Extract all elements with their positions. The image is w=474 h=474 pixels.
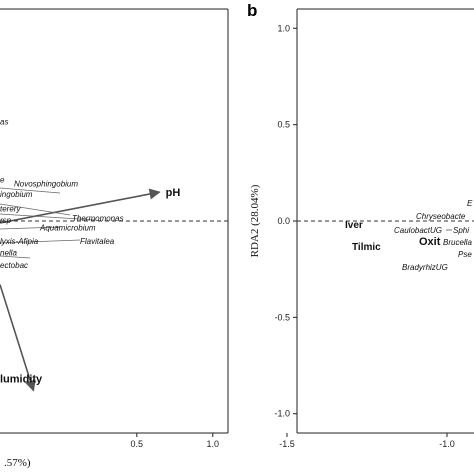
panel-b-taxon-label: BradyrhizUG xyxy=(402,263,448,272)
panel-a-taxon-label: Aquamicrobium xyxy=(39,224,96,233)
panel-b-y-tick-label: -0.5 xyxy=(274,312,290,322)
panel-a-taxon-vector xyxy=(0,213,96,221)
panel-a-taxon-label: terery xyxy=(0,204,21,213)
panel-b-y-tick-label: -1.0 xyxy=(274,409,290,419)
panel-a-taxon-label: Thermomonas xyxy=(72,214,124,223)
panel-a-vector-lumidity xyxy=(0,284,36,392)
panel-b-taxon-label: E xyxy=(467,199,473,208)
panel-b-sample-label: Oxit xyxy=(419,236,441,248)
panel-b-label: b xyxy=(247,1,257,20)
panel-b-y-tick-label: 1.0 xyxy=(277,23,290,33)
panel-b-x-tick-label: -1.0 xyxy=(439,439,455,449)
panel-a-taxon-label: Flavitalea xyxy=(80,237,115,246)
panel-a-x-tick-label: 0.5 xyxy=(131,439,144,449)
panel-b-x-tick-label: -1.5 xyxy=(279,439,295,449)
panel-b: b 1.0 0.5 0.0 -0.5 -1.0 -1.5 -1.0 EChryseobac… xyxy=(247,1,474,449)
panel-b-sample-labels: Iver Oxit Tilmic xyxy=(345,220,441,253)
panel-b-x-ticks: -1.5 -1.0 xyxy=(279,433,455,449)
panel-a-x-axis-title: .57%) xyxy=(4,457,31,469)
panel-b-taxon-label: Pse xyxy=(458,250,472,259)
panel-a-taxon-label: Novosphingobium xyxy=(14,179,78,188)
panel-a-taxon-vector xyxy=(0,255,31,259)
panel-b-taxon-label: Sphi xyxy=(453,226,469,235)
panel-a-taxon-vector xyxy=(0,187,61,194)
panel-b-sample-label: Tilmic xyxy=(352,242,381,253)
panel-a-vector-ph xyxy=(0,188,161,224)
panel-a-taxon-label: rsp xyxy=(0,216,12,225)
panel-b-y-ticks: 1.0 0.5 0.0 -0.5 -1.0 xyxy=(274,23,297,419)
panel-b-y-tick-label: 0.5 xyxy=(277,120,290,130)
panel-a-vectors xyxy=(0,187,161,392)
panel-b-sample-label: Iver xyxy=(345,220,363,231)
panel-a-taxon-vector xyxy=(0,203,71,216)
panel-b-y-axis-title: RDA2 (28.04%) xyxy=(249,184,261,257)
panel-a-taxon-vector xyxy=(0,239,81,244)
panel-b-taxon-label: CaulobactUG xyxy=(394,226,442,235)
panel-b-y-tick-label: 0.0 xyxy=(277,216,290,226)
panel-a-taxon-label: as xyxy=(0,118,8,127)
panel-a-env-labels: pH lumidity xyxy=(0,187,180,386)
panel-b-taxon-label: Chryseobacte xyxy=(416,212,466,221)
panel-a-taxon-label: lyxis-Afipia xyxy=(0,237,39,246)
panel-a-taxon-label: ectobac xyxy=(0,261,28,270)
panel-a-taxa-labels: as e Novosphingobium ingobium terery rsp Therm… xyxy=(0,118,124,271)
panel-a-taxon-label: e xyxy=(0,175,5,184)
panel-a-taxon-vector xyxy=(0,226,61,230)
panel-b-taxon-label: Brucella xyxy=(443,238,472,247)
panel-a-taxon-label: nella xyxy=(0,249,17,258)
panel-a-x-ticks: 0.5 1.0 xyxy=(131,433,220,449)
panel-a-x-tick-label: 1.0 xyxy=(207,439,220,449)
panel-a-taxon-label: ingobium xyxy=(0,190,33,199)
panel-a-env-label: pH xyxy=(166,187,181,199)
panel-a: 0.5 1.0 as e Novosphingobium ingobium terery r… xyxy=(0,8,229,469)
panel-a-env-label: lumidity xyxy=(0,374,43,386)
